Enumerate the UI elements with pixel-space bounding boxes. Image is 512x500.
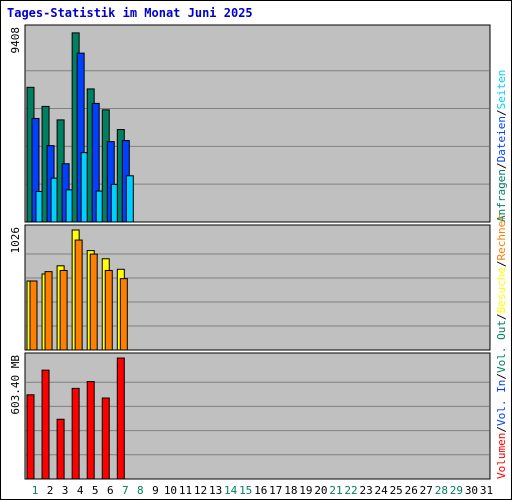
day-label: 31 xyxy=(480,484,493,497)
legend-item: Rechner xyxy=(495,214,508,261)
day-label: 18 xyxy=(284,484,297,497)
day-label: 26 xyxy=(405,484,418,497)
day-label: 20 xyxy=(314,484,327,497)
day-label: 15 xyxy=(239,484,252,497)
day-label: 3 xyxy=(62,484,69,497)
day-label: 23 xyxy=(359,484,372,497)
day-label: 24 xyxy=(375,484,389,497)
legend-item: / xyxy=(495,260,508,267)
day-label: 1 xyxy=(32,484,39,497)
legend-item: / xyxy=(495,162,508,169)
bar-rechner-day-4 xyxy=(74,239,83,351)
day-label: 27 xyxy=(420,484,433,497)
day-label: 2 xyxy=(47,484,54,497)
bar-volumen-day-3 xyxy=(56,418,65,480)
legend-top: Anfragen/Dateien/Seiten xyxy=(495,70,508,222)
day-label: 28 xyxy=(435,484,448,497)
day-axis: 1 2 3 4 5 6 7 8 9 10 11 12 13 14 15 16 17 18 19 20 21 22 23 24 2… xyxy=(32,484,493,497)
day-label: 8 xyxy=(137,484,144,497)
panel-background xyxy=(24,352,491,480)
bar-rechner-day-6 xyxy=(104,269,113,351)
legend-item: Vol. Out xyxy=(495,320,508,373)
day-label: 19 xyxy=(299,484,312,497)
bar-volumen-day-6 xyxy=(101,397,110,480)
y-max-label: 9408 xyxy=(9,27,22,54)
legend-item: Dateien xyxy=(495,116,508,162)
day-label: 5 xyxy=(92,484,99,497)
legend-item: / xyxy=(495,373,508,380)
bar-volumen-day-2 xyxy=(41,369,50,480)
day-label: 16 xyxy=(254,484,267,497)
y-max-label: 1026 xyxy=(9,227,22,254)
bar-volumen-day-4 xyxy=(71,387,80,480)
legend-item: Volumen xyxy=(495,433,508,479)
day-label: 10 xyxy=(164,484,177,497)
bar-rechner-day-3 xyxy=(59,269,68,351)
panel-middle: 1026 xyxy=(9,224,491,351)
panel-bottom: 603.40 MB xyxy=(9,352,491,480)
bar-seiten-day-7 xyxy=(125,175,134,223)
day-label: 6 xyxy=(107,484,114,497)
day-label: 21 xyxy=(329,484,342,497)
legend-item: Vol. In xyxy=(495,380,508,426)
bar-rechner-day-1 xyxy=(29,280,38,351)
legend-item: Besuche xyxy=(495,267,508,313)
legend-item: Seiten xyxy=(495,70,508,110)
legend-bottom: Volumen/Vol. In/Vol. Out/Besuche/Rechner xyxy=(495,214,508,479)
panel-top: 9408 xyxy=(9,24,491,223)
chart-panels: 9408 1026 603.40 MB xyxy=(9,24,491,480)
day-label: 13 xyxy=(209,484,222,497)
bar-rechner-day-7 xyxy=(119,278,128,351)
day-label: 7 xyxy=(122,484,129,497)
y-max-label: 603.40 MB xyxy=(9,355,22,415)
bar-rechner-day-5 xyxy=(89,253,98,351)
legend-item: / xyxy=(495,426,508,433)
day-label: 4 xyxy=(77,484,84,497)
day-label: 11 xyxy=(179,484,192,497)
day-label: 30 xyxy=(465,484,478,497)
bar-volumen-day-5 xyxy=(86,381,95,480)
legend-item: Anfragen xyxy=(495,169,508,222)
legend-item: / xyxy=(495,109,508,116)
day-label: 12 xyxy=(194,484,207,497)
day-label: 25 xyxy=(390,484,403,497)
bar-volumen-day-1 xyxy=(26,394,35,480)
bar-volumen-day-7 xyxy=(116,357,125,480)
day-label: 22 xyxy=(344,484,357,497)
chart-title: Tages-Statistik im Monat Juni 2025 xyxy=(7,6,253,20)
legend-item: / xyxy=(495,313,508,320)
day-label: 9 xyxy=(152,484,159,497)
day-label: 17 xyxy=(269,484,282,497)
bar-rechner-day-2 xyxy=(44,271,53,351)
day-label: 14 xyxy=(224,484,238,497)
day-label: 29 xyxy=(450,484,463,497)
